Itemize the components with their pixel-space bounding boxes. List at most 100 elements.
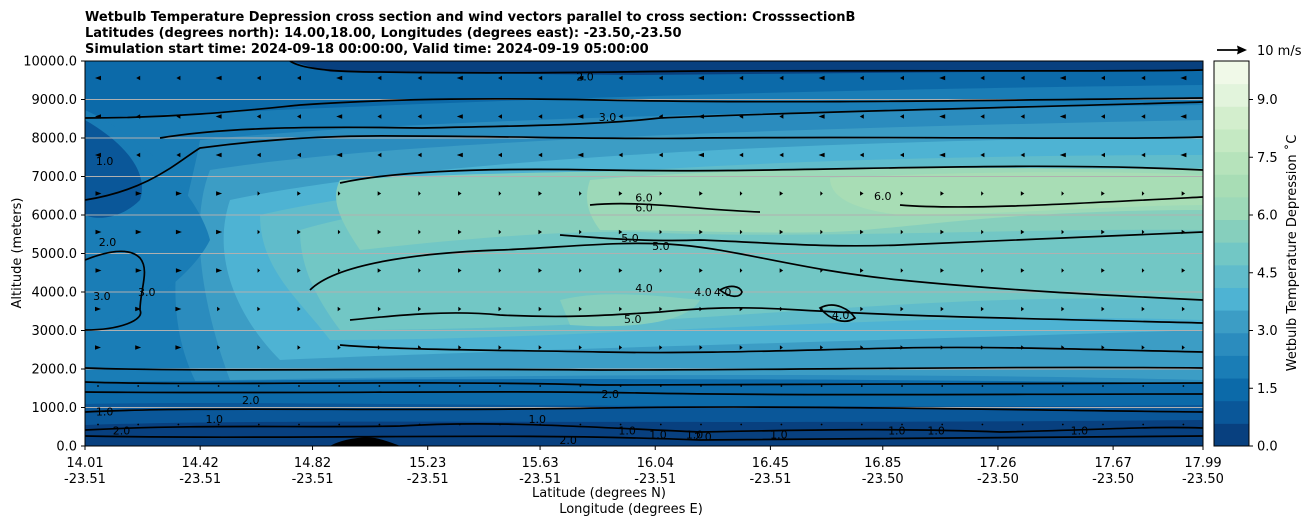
wind-vector — [1021, 385, 1024, 387]
wind-vector — [378, 423, 381, 426]
wind-vector — [659, 268, 663, 273]
wind-vector — [698, 114, 704, 119]
contour-label: 1.0 — [529, 413, 547, 426]
wind-vector — [579, 385, 582, 387]
wind-vector — [177, 423, 180, 426]
contour-line — [339, 344, 1203, 354]
wind-vector — [940, 268, 944, 273]
contour-line — [718, 285, 743, 298]
wind-vector — [860, 345, 864, 350]
contour-line — [85, 250, 146, 331]
wind-vector — [1102, 423, 1104, 426]
x-tick-label-latitude: 15.63 — [521, 456, 558, 471]
contour-line — [289, 61, 1203, 74]
wind-vector — [1101, 114, 1105, 119]
wind-vector — [456, 152, 463, 158]
x-tick-label-latitude: 14.01 — [66, 456, 103, 471]
wind-vector — [1020, 114, 1025, 119]
x-tick-label-latitude: 14.42 — [182, 456, 219, 471]
wind-vector — [659, 306, 663, 312]
contour-label: 1.0 — [96, 405, 114, 418]
colorbar-tick-label: 6.0 — [1257, 209, 1278, 224]
wind-vector — [95, 306, 101, 312]
wind-vector — [577, 75, 584, 81]
x-tick-label-latitude: 16.85 — [864, 456, 901, 471]
wind-vector — [498, 152, 502, 158]
wind-vector — [939, 75, 946, 81]
wind-vector — [337, 191, 341, 196]
wind-vector — [215, 114, 222, 119]
wind-vector — [619, 385, 622, 387]
wind-vector — [1061, 229, 1065, 235]
contour-label: 3.0 — [599, 111, 617, 124]
wind-vector — [97, 385, 99, 387]
wind-vector — [939, 152, 946, 158]
wind-vector — [136, 152, 141, 158]
wind-vector — [1021, 306, 1025, 312]
contour-label: 2.0 — [242, 394, 260, 407]
wind-vector — [1141, 152, 1146, 158]
wind-vector — [901, 423, 903, 426]
contour-line — [85, 366, 1203, 371]
wind-vector — [820, 385, 823, 387]
wind-vector — [1181, 306, 1185, 312]
wind-vector — [215, 75, 222, 81]
wind-vector — [175, 306, 182, 312]
wind-vector — [377, 114, 382, 119]
wind-vector — [417, 114, 422, 119]
colorbar-band — [1214, 310, 1249, 334]
wind-vector — [498, 75, 502, 81]
contour-line — [159, 101, 1203, 139]
wind-vector — [458, 345, 462, 350]
wind-vector — [940, 345, 944, 350]
wind-vector — [901, 385, 903, 387]
contour-line — [589, 202, 761, 213]
wind-vector — [498, 268, 502, 273]
wind-vector — [499, 385, 501, 387]
x-tick-label-latitude: 15.23 — [409, 456, 446, 471]
wind-vector — [456, 114, 463, 119]
x-tick-label-longitude: -23.50 — [1182, 472, 1224, 487]
wind-vector — [739, 75, 744, 81]
wind-vector — [699, 268, 703, 273]
wind-vector — [739, 306, 743, 312]
wind-vector — [1020, 191, 1025, 196]
x-axis-label-longitude: Longitude (degrees E) — [559, 502, 703, 517]
x-axis-label-latitude: Latitude (degrees N) — [532, 486, 666, 501]
colorbar: 0.0 1.5 3.0 4.5 6.0 7.5 9.0 Wetbulb Temperatur… — [1213, 60, 1300, 455]
wind-vector — [740, 385, 743, 387]
wind-vector — [1141, 268, 1145, 273]
wind-vector — [257, 268, 261, 273]
contour-line — [559, 231, 1203, 247]
wind-vector — [1061, 268, 1065, 273]
wind-vector — [659, 191, 663, 196]
wind-vector — [739, 345, 743, 350]
wind-vector — [338, 423, 341, 426]
wind-vector — [900, 268, 904, 273]
quiver-key: 10 m/s — [1217, 44, 1302, 59]
wind-vector — [700, 385, 702, 387]
wind-vector — [257, 423, 260, 426]
contour-label: 5.0 — [652, 240, 670, 253]
wind-vector — [257, 229, 261, 235]
wind-vector — [780, 385, 783, 387]
wind-vector — [95, 268, 102, 273]
y-tick-label: 5000.0 — [32, 247, 78, 262]
wind-vector — [137, 385, 140, 387]
colorbar-band — [1214, 61, 1249, 85]
wind-vector — [860, 385, 863, 387]
y-tick-label: 7000.0 — [32, 170, 78, 185]
wind-vector — [1101, 191, 1105, 196]
wind-vector — [1181, 345, 1185, 350]
wind-vector — [256, 114, 261, 119]
wind-vector — [820, 306, 824, 312]
wind-vector — [1101, 75, 1105, 81]
wind-vector — [216, 229, 223, 235]
wind-vector — [538, 75, 543, 81]
wind-vector — [538, 268, 542, 273]
wind-vector — [95, 152, 101, 158]
wind-vector — [297, 152, 301, 158]
wind-vector — [498, 345, 502, 350]
wind-vector — [1141, 75, 1146, 81]
